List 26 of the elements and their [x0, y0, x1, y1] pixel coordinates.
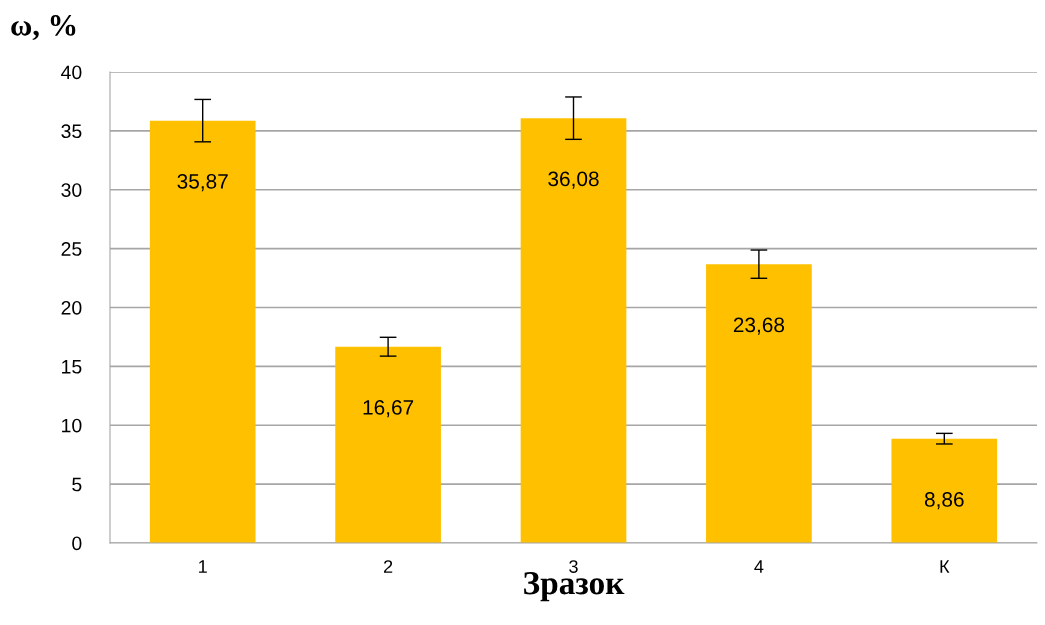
x-tick-label: 1: [199, 560, 207, 573]
y-tick-label: 20: [61, 300, 82, 315]
y-tick-label: 30: [61, 183, 82, 197]
x-axis-title: Зразок: [524, 572, 625, 602]
bar: [706, 264, 812, 543]
data-label: 16,67: [363, 400, 414, 418]
bar: [520, 118, 627, 543]
bar: [891, 438, 998, 543]
y-axis-title: ω, %: [11, 15, 76, 41]
data-label: 35,87: [177, 173, 228, 192]
y-tick-label: 25: [61, 242, 82, 256]
data-label: 8,86: [924, 492, 964, 510]
x-tick-label: 2: [383, 560, 393, 573]
x-tick-label: К: [940, 560, 950, 573]
data-label: 23,68: [733, 317, 785, 335]
x-tick-label: 4: [754, 560, 764, 573]
y-tick-label: 0: [72, 536, 82, 551]
data-label: 36,08: [548, 171, 599, 189]
x-tick-label: 3: [569, 560, 578, 573]
y-tick-label: 5: [72, 477, 82, 492]
y-tick-label: 40: [61, 65, 82, 80]
y-tick-label: 15: [62, 360, 82, 374]
y-tick-label: 10: [62, 418, 82, 433]
bar: [335, 346, 441, 543]
bar: [149, 120, 256, 543]
y-tick-label: 35: [61, 124, 82, 139]
